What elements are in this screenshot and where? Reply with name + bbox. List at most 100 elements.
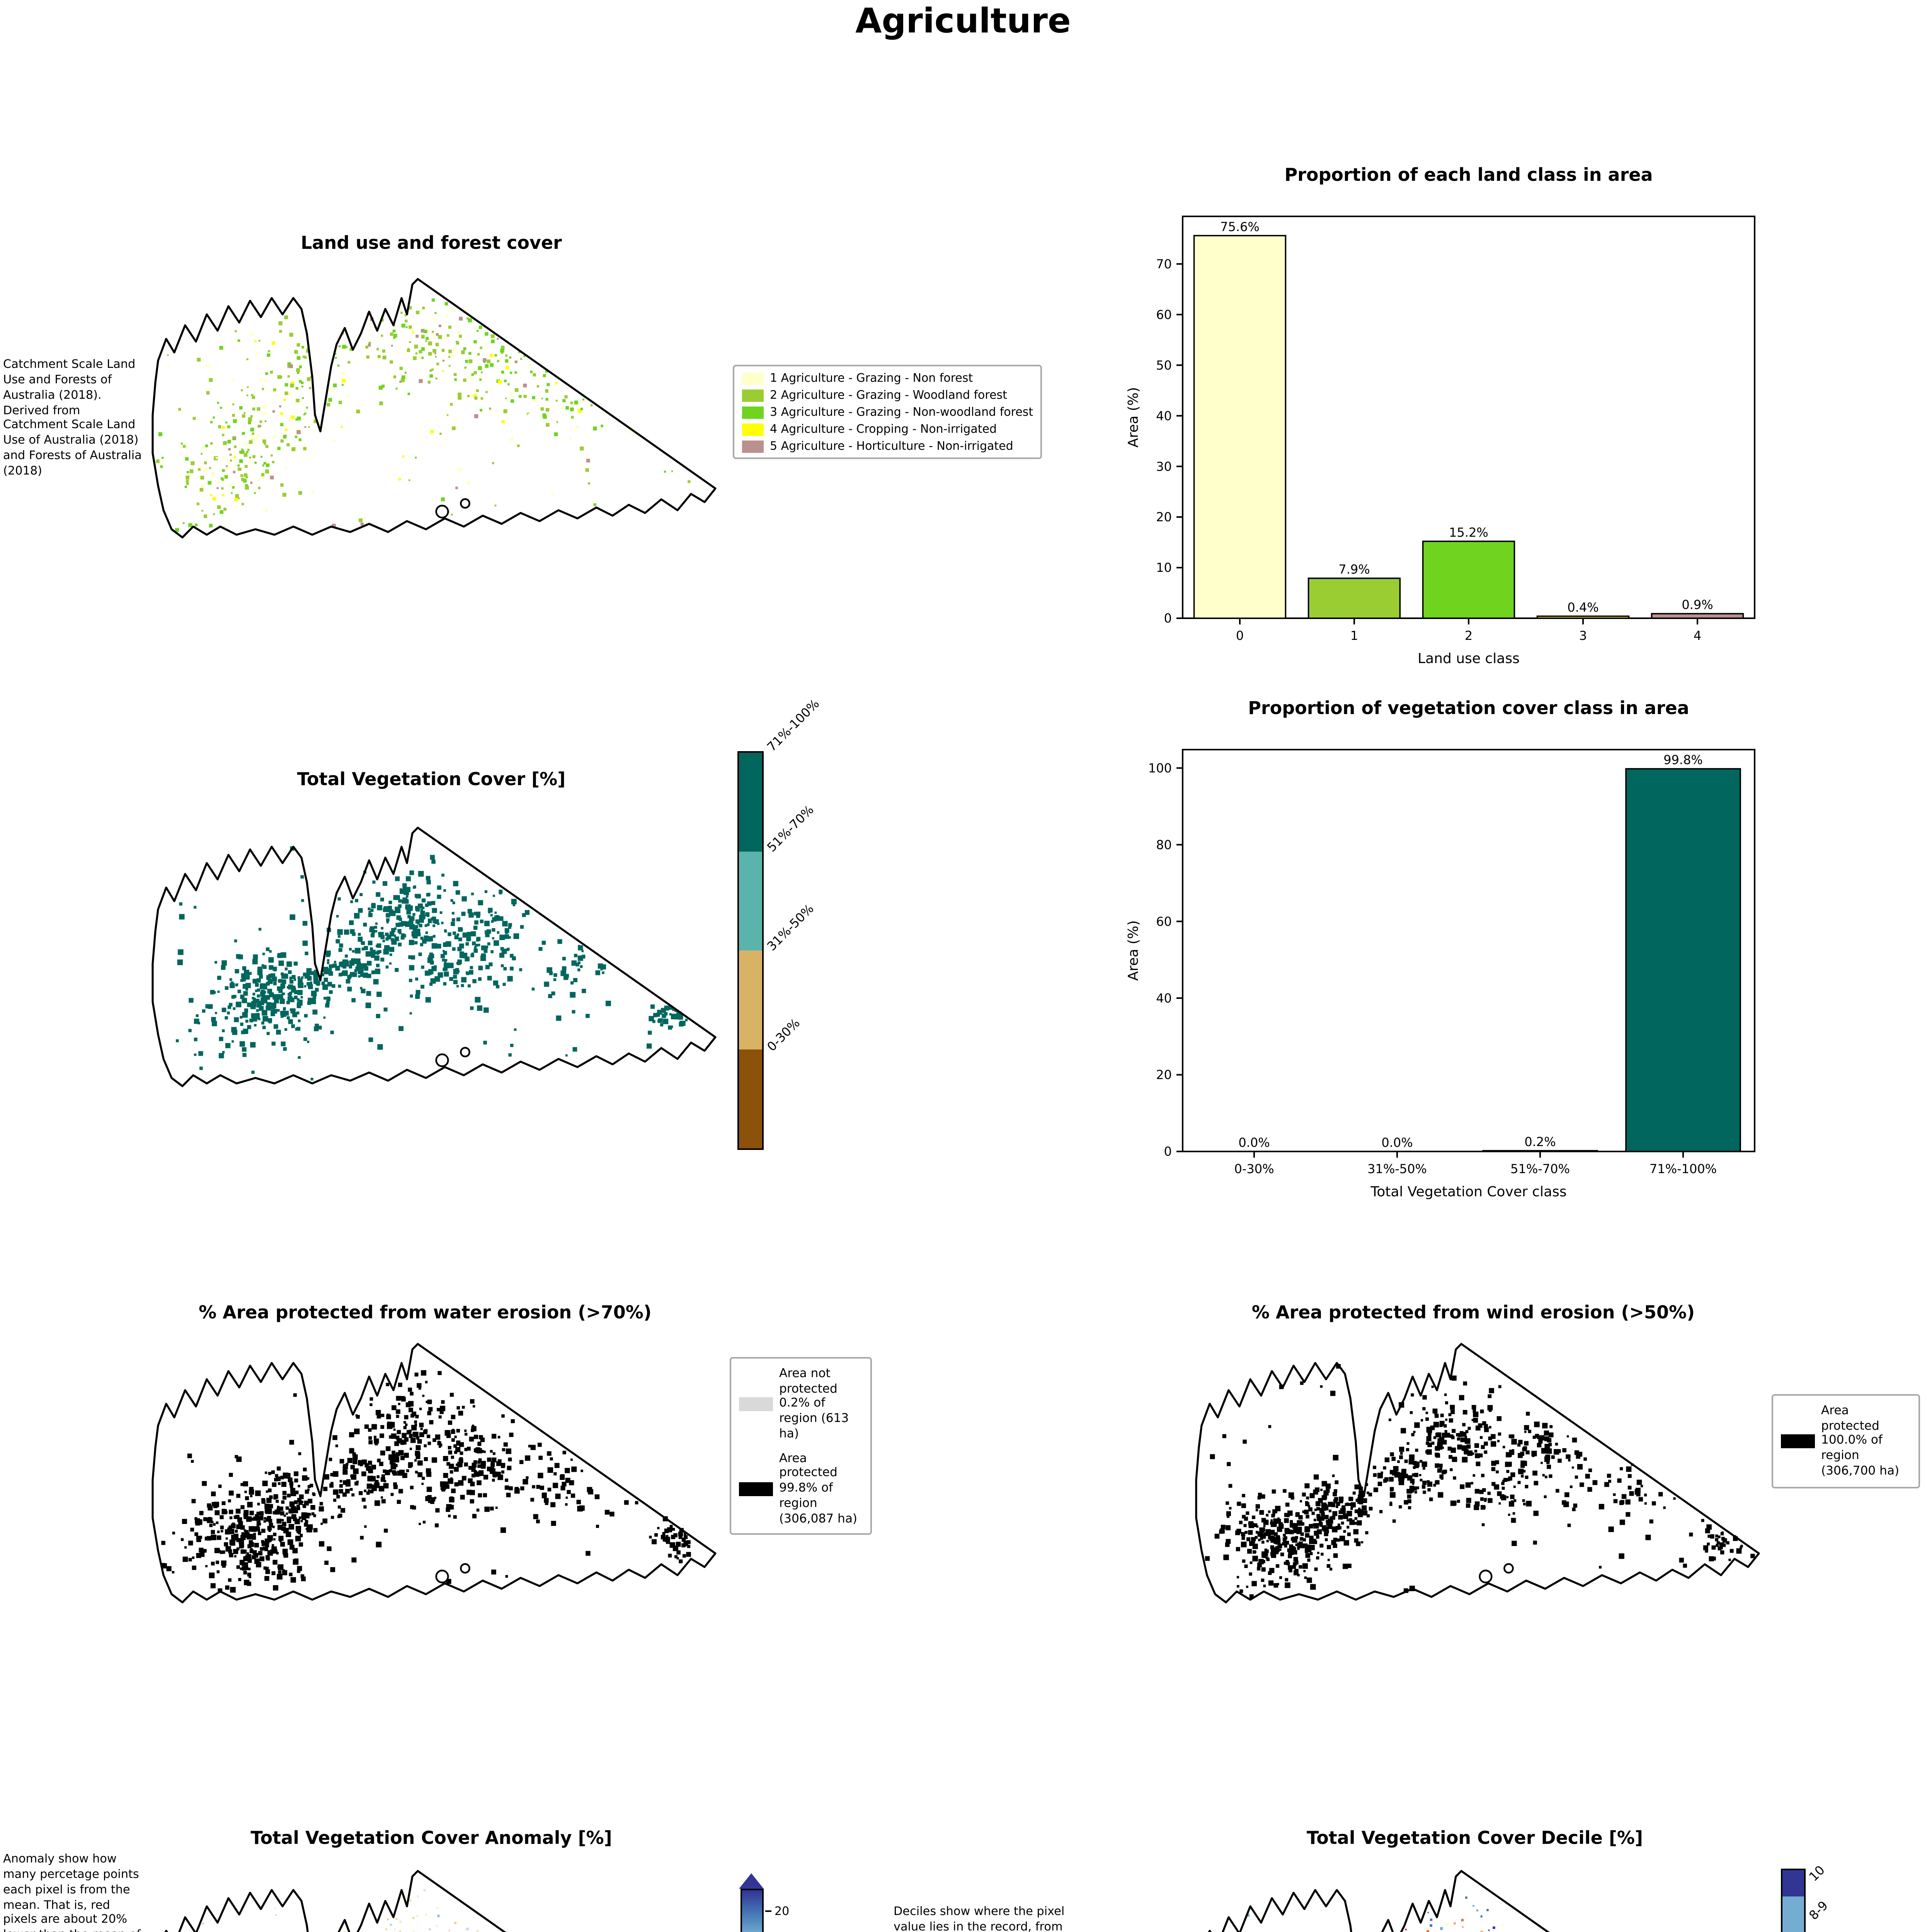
veg-colorbar-bar bbox=[737, 751, 764, 1150]
legend-item: Area protected 99.8% of region (306,087 … bbox=[739, 1451, 863, 1526]
svg-text:Total Vegetation Cover class: Total Vegetation Cover class bbox=[1370, 1184, 1566, 1200]
catchment-outline bbox=[153, 828, 715, 1086]
anomaly-colorbar: 20100−10−20 bbox=[739, 1873, 838, 1932]
water-erosion-map bbox=[139, 1338, 723, 1611]
colorbar-tick-label: 20 bbox=[775, 1904, 790, 1918]
svg-text:100: 100 bbox=[1148, 761, 1172, 776]
catchment-outline bbox=[153, 1344, 715, 1602]
svg-text:2: 2 bbox=[1465, 628, 1472, 643]
land-use-caption: Catchment Scale Land Use and Forests of … bbox=[3, 357, 142, 478]
svg-text:80: 80 bbox=[1156, 837, 1172, 852]
lake-outline bbox=[1480, 1571, 1492, 1583]
lake-outline bbox=[461, 499, 469, 508]
svg-text:71%-100%: 71%-100% bbox=[1650, 1162, 1717, 1176]
svg-text:3: 3 bbox=[1579, 628, 1587, 643]
land-use-legend: 1 Agriculture - Grazing - Non forest 2 Ag… bbox=[733, 365, 1043, 459]
veg-cover-map-title: Total Vegetation Cover [%] bbox=[297, 768, 566, 790]
svg-text:20: 20 bbox=[1156, 510, 1172, 524]
colorbar-label: 0-30% bbox=[764, 1015, 803, 1053]
svg-text:Land use class: Land use class bbox=[1418, 651, 1520, 667]
svg-text:40: 40 bbox=[1156, 408, 1172, 423]
colorbar-segment bbox=[739, 1049, 762, 1148]
svg-text:4: 4 bbox=[1694, 628, 1701, 643]
svg-text:60: 60 bbox=[1156, 914, 1172, 929]
svg-text:Area (%): Area (%) bbox=[1125, 920, 1141, 981]
lake-outline bbox=[436, 506, 448, 518]
svg-text:50: 50 bbox=[1156, 358, 1172, 372]
lake-outline bbox=[461, 1564, 469, 1573]
svg-text:0.4%: 0.4% bbox=[1567, 600, 1598, 615]
legend-label: Area not protected 0.2% of region (613 h… bbox=[779, 1366, 849, 1440]
svg-text:40: 40 bbox=[1156, 991, 1172, 1005]
wind-erosion-title: % Area protected from wind erosion (>50%… bbox=[1251, 1301, 1695, 1323]
veg-class-bar-chart: 0 20 40 60 80 100 Area (%) 0-30% 31%-50% 51%-70% 7… bbox=[1125, 749, 1755, 1200]
legend-item: 1 Agriculture - Grazing - Non forest bbox=[742, 371, 1033, 385]
veg-cover-colorbar: 71%-100% 51%-70% 31%-50% 0-30% bbox=[737, 697, 923, 1153]
legend-label: 1 Agriculture - Grazing - Non forest bbox=[770, 371, 973, 385]
svg-text:0.0%: 0.0% bbox=[1381, 1135, 1413, 1150]
svg-text:Area (%): Area (%) bbox=[1125, 387, 1141, 448]
anomaly-map-title: Total Vegetation Cover Anomaly [%] bbox=[250, 1827, 612, 1849]
map-dots bbox=[1246, 1896, 1505, 1932]
colorbar-label: 10 bbox=[1806, 1862, 1828, 1884]
svg-text:60: 60 bbox=[1156, 307, 1172, 322]
legend-swatch bbox=[742, 372, 764, 384]
legend-swatch bbox=[739, 1481, 773, 1495]
water-erosion-title: % Area protected from water erosion (>70… bbox=[199, 1301, 652, 1323]
legend-label: Area protected 100.0% of region (306,700… bbox=[1821, 1403, 1900, 1478]
map-dots bbox=[192, 1889, 479, 1932]
svg-text:10: 10 bbox=[1156, 560, 1172, 575]
legend-swatch bbox=[742, 406, 764, 418]
colorbar-label: 71%-100% bbox=[764, 697, 822, 754]
legend-item: 2 Agriculture - Grazing - Woodland fores… bbox=[742, 388, 1033, 402]
decile-map-title: Total Vegetation Cover Decile [%] bbox=[1306, 1827, 1643, 1849]
svg-text:7.9%: 7.9% bbox=[1338, 562, 1370, 577]
catchment-outline bbox=[153, 279, 715, 537]
colorbar-segment bbox=[1782, 1896, 1804, 1932]
land-class-chart-title: Proportion of each land class in area bbox=[1284, 164, 1653, 185]
catchment-outline bbox=[1196, 1344, 1759, 1602]
legend-label: 5 Agriculture - Horticulture - Non-irrig… bbox=[770, 439, 1013, 453]
colorbar-segment bbox=[739, 951, 762, 1049]
colorbar-label: 8-9 bbox=[1806, 1899, 1831, 1923]
legend-item: 4 Agriculture - Cropping - Non-irrigated bbox=[742, 422, 1033, 436]
svg-text:0.2%: 0.2% bbox=[1524, 1134, 1556, 1149]
svg-text:1: 1 bbox=[1350, 628, 1358, 643]
decile-colorbar-bar bbox=[1781, 1869, 1806, 1932]
colorbar-segment bbox=[739, 753, 762, 852]
legend-label: 4 Agriculture - Cropping - Non-irrigated bbox=[770, 422, 997, 436]
svg-text:70: 70 bbox=[1156, 257, 1172, 271]
legend-swatch bbox=[742, 389, 764, 401]
anomaly-map bbox=[139, 1866, 723, 1932]
legend-item: 3 Agriculture - Grazing - Non-woodland f… bbox=[742, 405, 1033, 419]
legend-swatch bbox=[739, 1397, 773, 1411]
svg-text:20: 20 bbox=[1156, 1068, 1172, 1082]
land-use-map-title: Land use and forest cover bbox=[301, 232, 562, 253]
svg-text:0.9%: 0.9% bbox=[1682, 597, 1713, 612]
land-use-map bbox=[139, 274, 723, 546]
colorbar-label: 31%-50% bbox=[764, 901, 817, 954]
map-dots bbox=[160, 1370, 691, 1593]
legend-swatch bbox=[742, 423, 764, 435]
veg-class-chart-title: Proportion of vegetation cover class in … bbox=[1248, 697, 1689, 719]
catchment-outline bbox=[1196, 1871, 1759, 1932]
anomaly-colorbar-bar bbox=[740, 1889, 763, 1932]
legend-item: Area protected 100.0% of region (306,700… bbox=[1781, 1403, 1911, 1479]
colorbar-extend-top bbox=[739, 1873, 764, 1889]
map-dots bbox=[175, 846, 688, 1081]
decile-colorbar: 108-94-72-31 bbox=[1781, 1862, 1914, 1932]
colorbar-segment bbox=[1782, 1870, 1804, 1896]
colorbar-segment bbox=[739, 852, 762, 951]
colorbar-tick bbox=[765, 1911, 771, 1913]
legend-item: Area not protected 0.2% of region (613 h… bbox=[739, 1366, 863, 1442]
catchment-outline bbox=[153, 1871, 715, 1932]
colorbar-label: 51%-70% bbox=[764, 802, 817, 854]
water-erosion-legend: Area not protected 0.2% of region (613 h… bbox=[730, 1357, 872, 1536]
lake-outline bbox=[436, 1054, 448, 1066]
svg-text:0: 0 bbox=[1164, 611, 1172, 626]
svg-text:75.6%: 75.6% bbox=[1220, 219, 1260, 234]
page-title: Agriculture bbox=[855, 3, 1071, 42]
lake-outline bbox=[1504, 1564, 1513, 1573]
svg-text:30: 30 bbox=[1156, 459, 1172, 474]
